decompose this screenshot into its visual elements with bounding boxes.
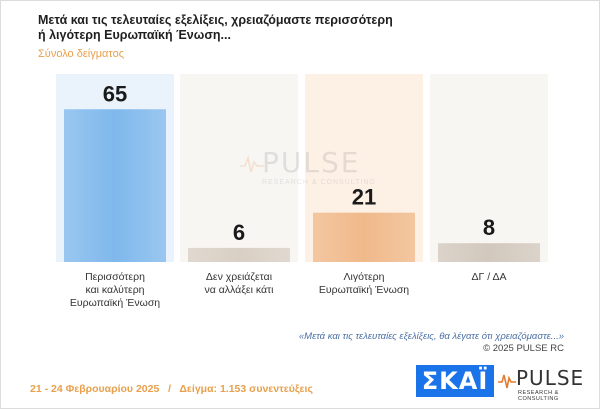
category-label: Περισσότερη bbox=[85, 271, 145, 283]
footer-info: 21 - 24 Φεβρουαρίου 2025 / Δείγμα: 1.153… bbox=[30, 383, 313, 395]
category-label: Ευρωπαϊκή Ένωση bbox=[70, 297, 160, 309]
pulse-logo-sub: RESEARCH & CONSULTING bbox=[518, 390, 559, 402]
bar-value-label: 6 bbox=[233, 220, 245, 245]
watermark-sub: RESEARCH & CONSULTING bbox=[262, 179, 376, 186]
column-background bbox=[430, 74, 548, 262]
pulse-wave-icon bbox=[240, 155, 264, 173]
column-background bbox=[180, 74, 298, 262]
category-label: Δεν χρειάζεται bbox=[206, 271, 273, 283]
bar bbox=[188, 247, 290, 262]
category-label: και καλύτερη bbox=[85, 284, 144, 296]
pulse-logo-text: PULSE bbox=[516, 366, 585, 390]
bar bbox=[438, 243, 540, 262]
category-label: ΔΓ / ΔΑ bbox=[472, 271, 507, 283]
chart-title: Μετά και τις τελευταίες εξελίξεις, χρεια… bbox=[38, 13, 393, 42]
category-label: να αλλάξει κάτι bbox=[204, 284, 274, 296]
pulse-watermark: PULSE RESEARCH & CONSULTING bbox=[240, 146, 380, 192]
bar-value-label: 21 bbox=[352, 185, 376, 210]
category-label: Λιγότερη bbox=[344, 271, 385, 283]
watermark-text: PULSE bbox=[262, 146, 361, 179]
bar-value-label: 65 bbox=[103, 81, 127, 106]
chart-subtitle: Σύνολο δείγματος bbox=[38, 48, 125, 60]
bar-value-label: 8 bbox=[483, 215, 495, 240]
bar bbox=[64, 109, 166, 262]
footer-sample: Δείγμα: 1.153 συνεντεύξεις bbox=[179, 383, 313, 395]
bar bbox=[313, 212, 415, 262]
footer-dates: 21 - 24 Φεβρουαρίου 2025 bbox=[30, 383, 160, 395]
pulse-logo: PULSE RESEARCH & CONSULTING bbox=[498, 366, 588, 402]
question-note: «Μετά και τις τελευταίες εξελίξεις, θα λ… bbox=[298, 331, 564, 342]
category-label: Ευρωπαϊκή Ένωση bbox=[319, 284, 409, 296]
footer-separator: / bbox=[168, 383, 171, 395]
skai-logo: ΣΚΑΪ bbox=[416, 365, 494, 397]
pulse-logo-wave-icon bbox=[498, 374, 516, 389]
copyright: © 2025 PULSE RC bbox=[483, 343, 564, 354]
